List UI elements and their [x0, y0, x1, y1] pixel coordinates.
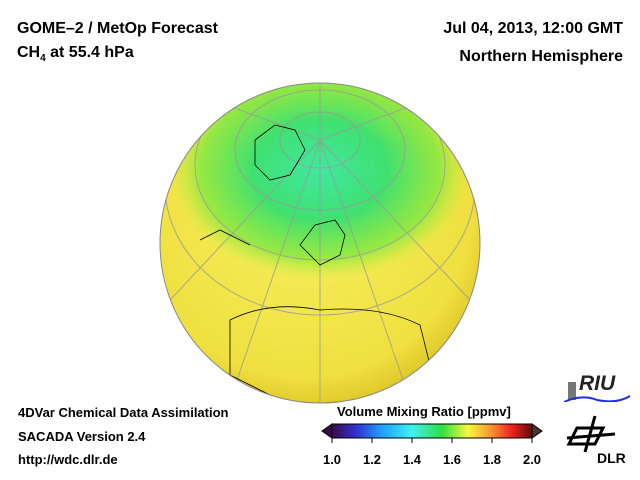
- colorbar-max-arrow: [531, 423, 543, 439]
- dlr-logo-graphic: [566, 415, 616, 453]
- species-label: CH4 at 55.4 hPa: [17, 44, 134, 64]
- datetime: Jul 04, 2013, 12:00 GMT: [443, 20, 623, 37]
- riu-text: RIU: [579, 372, 616, 395]
- map-title: GOME–2 / MetOp Forecast: [17, 20, 218, 37]
- colorbar-tick: 1.2: [362, 452, 382, 467]
- colorbar-title: Volume Mixing Ratio [ppmv]: [337, 404, 511, 419]
- colorbar-tick: 2.0: [522, 452, 542, 467]
- species-subscript: 4: [40, 53, 46, 65]
- riu-logo-graphic: [563, 382, 631, 402]
- riu-logo: RIU: [562, 372, 632, 402]
- footer-line1: 4DVar Chemical Data Assimilation: [18, 405, 229, 420]
- colorbar-gradient: [331, 423, 533, 439]
- footer-url[interactable]: http://wdc.dlr.de: [18, 452, 118, 467]
- pressure-level: at 55.4 hPa: [45, 44, 134, 61]
- species-name: CH: [17, 44, 41, 61]
- colorbar-min-arrow: [321, 423, 333, 439]
- colorbar: [321, 423, 543, 443]
- region: Northern Hemisphere: [459, 48, 623, 65]
- footer-line2: SACADA Version 2.4: [18, 429, 146, 444]
- colorbar-tick: 1.6: [442, 452, 462, 467]
- dlr-text: DLR: [597, 450, 626, 466]
- colorbar-tick: 1.4: [402, 452, 422, 467]
- dlr-logo: DLR: [565, 414, 626, 469]
- colorbar-tick: 1.0: [322, 452, 342, 467]
- colorbar-tick: 1.8: [482, 452, 502, 467]
